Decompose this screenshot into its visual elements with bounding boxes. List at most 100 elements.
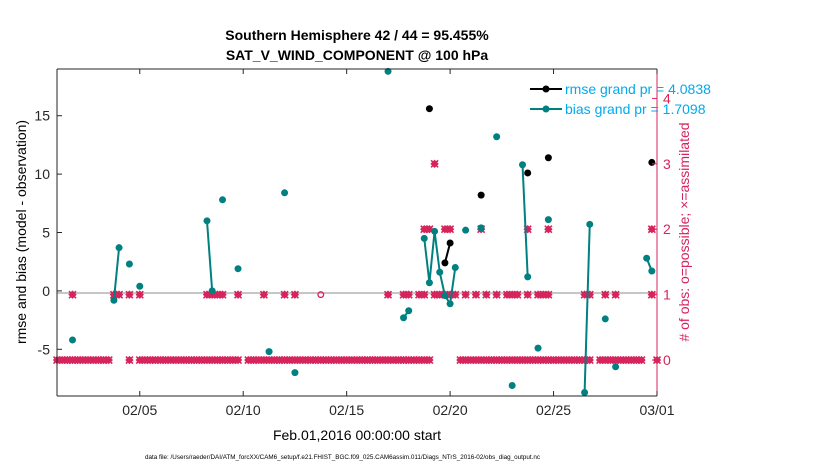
- bias-line: [112, 247, 121, 301]
- bias-point: [643, 254, 651, 262]
- bias-point: [534, 344, 542, 352]
- bias-point: [441, 292, 449, 300]
- obs-assimilated-marker: [383, 290, 393, 299]
- x-ticks: 02/05 02/10 02/15 02/20 02/25 03/01: [122, 69, 675, 418]
- obs-assimilated-marker: [290, 290, 300, 299]
- bias-point: [508, 381, 516, 389]
- obs-assimilated-marker: [259, 290, 269, 299]
- bias-point: [436, 268, 444, 276]
- bias-point: [586, 220, 594, 228]
- obs-assimilated-marker: [492, 290, 501, 299]
- y-tick-label-left: 15: [34, 108, 50, 124]
- x-tick-label: 02/25: [536, 402, 571, 418]
- bias-point: [451, 264, 459, 272]
- obs-assimilated-marker: [544, 290, 553, 299]
- legend-bias-label: bias grand pr = 1.7098: [565, 101, 706, 117]
- bias-line: [583, 224, 591, 393]
- bias-point: [265, 348, 273, 356]
- obs-assimilated-marker: [451, 290, 460, 299]
- bias-point: [69, 336, 77, 344]
- bias-point: [203, 217, 211, 225]
- obs-assimilated-marker: [425, 355, 434, 365]
- bias-point: [115, 244, 123, 252]
- data-file-footer: data file: /Users/raeder/DAI/ATM_forcXX/…: [145, 454, 540, 461]
- bias-point: [420, 234, 428, 242]
- bias-point: [648, 267, 656, 275]
- bias-point: [234, 265, 242, 273]
- x-axis-label: Feb.01,2016 00:00:00 start: [273, 427, 441, 443]
- y-axis-label-left: rmse and bias (model - observation): [13, 120, 29, 344]
- obs-assimilated-marker: [601, 290, 610, 299]
- obs-assimilated-marker: [461, 290, 470, 299]
- x-tick-label: 02/15: [329, 402, 364, 418]
- obs-assimilated-marker: [114, 290, 124, 299]
- bias-point: [519, 161, 527, 169]
- bias-point: [431, 227, 439, 235]
- obs-assimilated-marker: [280, 290, 289, 299]
- bias-point: [291, 369, 299, 377]
- bias-series: [69, 67, 656, 396]
- y-tick-label-right: 3: [663, 156, 671, 172]
- obs-assimilated-marker: [430, 159, 439, 169]
- y-tick-label-right: 0: [663, 352, 671, 368]
- y-tick-label-left: 0: [42, 283, 50, 299]
- obs-assimilated-marker: [233, 355, 243, 365]
- obs-assimilated-marker: [104, 355, 113, 365]
- obs-assimilated-marker: [471, 290, 481, 299]
- obs-assimilated-marker: [513, 290, 522, 299]
- bias-point: [446, 300, 454, 308]
- obs-assimilated-marker: [611, 290, 620, 299]
- y-tick-label-right: 1: [663, 287, 671, 303]
- obs-assimilated-marker: [125, 355, 134, 365]
- y-ticks-left: -5 0 5 10 15: [34, 108, 62, 357]
- x-tick-label: 02/05: [122, 402, 157, 418]
- obs-possible-marker: [317, 291, 325, 299]
- bias-point: [544, 216, 552, 224]
- chart-title-line2: SAT_V_WIND_COMPONENT @ 100 hPa: [226, 47, 489, 63]
- rmse-point: [441, 259, 449, 267]
- obs-assimilated-marker: [647, 290, 657, 299]
- obs-assimilated-marker: [218, 290, 227, 299]
- bias-point: [601, 315, 609, 323]
- bias-point: [477, 224, 485, 232]
- obs-assimilated-marker: [445, 225, 455, 234]
- rmse-point: [446, 239, 454, 247]
- rmse-point: [544, 154, 552, 162]
- legend: rmse grand pr = 4.0838 bias grand pr = 1…: [530, 81, 711, 117]
- y-ticks-right: 0 1 2 3 4: [652, 90, 671, 368]
- chart-title-line1: Southern Hemisphere 42 / 44 = 95.455%: [225, 27, 489, 43]
- y-tick-label-left: 5: [42, 225, 50, 241]
- obs-assimilated-marker: [647, 225, 657, 234]
- y-tick-label-right: 2: [663, 221, 671, 237]
- obs-assimilated-marker: [68, 290, 77, 299]
- obs-assimilated-marker: [233, 290, 243, 299]
- bias-point: [125, 260, 133, 268]
- obs-assimilated-marker: [135, 290, 144, 299]
- bias-point: [405, 307, 413, 315]
- obs-count-markers: [52, 159, 662, 365]
- rmse-point: [524, 169, 532, 177]
- plot-area: [57, 69, 657, 396]
- bias-point: [110, 296, 118, 304]
- bias-point: [524, 273, 532, 281]
- bias-point: [493, 133, 501, 141]
- bias-point: [581, 388, 589, 396]
- bias-point: [219, 196, 227, 204]
- bias-point: [208, 287, 216, 295]
- rmse-point: [477, 191, 485, 199]
- obs-assimilated-marker: [420, 290, 429, 299]
- x-tick-label: 03/01: [639, 402, 674, 418]
- bias-point: [425, 279, 433, 287]
- x-tick-label: 02/20: [433, 402, 468, 418]
- bias-point: [462, 226, 470, 234]
- bias-point: [612, 363, 620, 371]
- legend-bias-marker: [542, 105, 550, 113]
- obs-assimilated-marker: [544, 225, 553, 234]
- rmse-point: [648, 158, 656, 166]
- y-tick-label-right: 4: [663, 90, 671, 106]
- x-tick-label: 02/10: [226, 402, 261, 418]
- y-tick-label-left: 10: [34, 166, 50, 182]
- bias-line: [206, 220, 214, 291]
- legend-rmse-marker: [542, 85, 550, 93]
